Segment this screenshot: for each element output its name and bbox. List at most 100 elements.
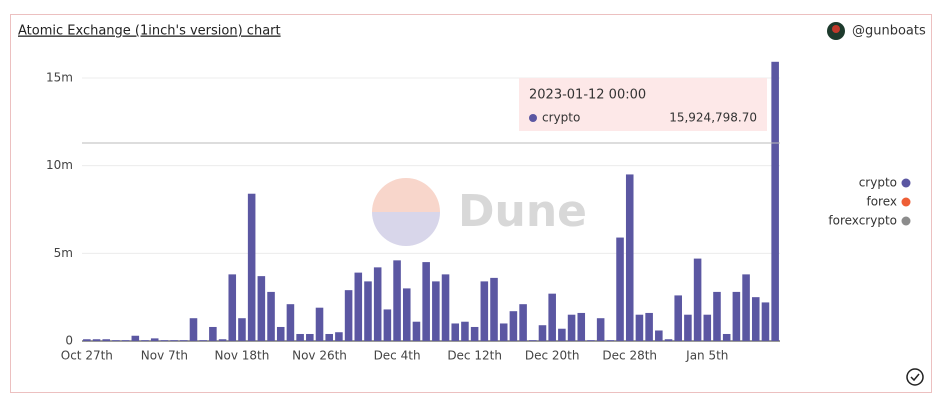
bar[interactable]: [199, 340, 207, 341]
bar[interactable]: [538, 325, 547, 341]
bar[interactable]: [703, 314, 712, 341]
bar[interactable]: [674, 295, 682, 341]
bar[interactable]: [383, 309, 392, 341]
bar[interactable]: [480, 281, 489, 341]
bar[interactable]: [141, 340, 149, 341]
bar[interactable]: [432, 281, 440, 341]
tooltip-series: crypto: [542, 111, 580, 125]
bar[interactable]: [306, 333, 314, 341]
legend-swatch[interactable]: [901, 216, 911, 226]
check-mark: [910, 373, 920, 382]
bar[interactable]: [112, 340, 120, 341]
legend-swatch[interactable]: [901, 197, 911, 207]
bar[interactable]: [732, 291, 741, 341]
bar[interactable]: [509, 311, 518, 341]
bar[interactable]: [209, 326, 217, 341]
logo-top: [372, 178, 440, 212]
bar[interactable]: [664, 339, 673, 341]
bar[interactable]: [402, 288, 411, 341]
bar[interactable]: [228, 274, 237, 341]
x-tick-label: Jan 5th: [685, 349, 728, 363]
legend-label[interactable]: forexcrypto: [828, 214, 897, 228]
bar[interactable]: [276, 326, 285, 341]
y-tick-label: 5m: [54, 246, 73, 260]
bar[interactable]: [393, 260, 401, 341]
bar[interactable]: [373, 267, 382, 341]
bar[interactable]: [344, 290, 353, 341]
bar[interactable]: [335, 332, 343, 341]
avatar-face: [832, 25, 840, 33]
tooltip-swatch: [529, 114, 537, 122]
bar[interactable]: [684, 314, 692, 341]
bar[interactable]: [354, 272, 363, 341]
x-tick-label: Nov 7th: [141, 349, 188, 363]
bar[interactable]: [529, 340, 537, 341]
bar[interactable]: [635, 314, 644, 341]
bar[interactable]: [267, 291, 275, 341]
check-icon[interactable]: [906, 368, 924, 386]
bar[interactable]: [451, 323, 460, 341]
bar[interactable]: [257, 276, 266, 341]
bar[interactable]: [286, 304, 295, 341]
bar[interactable]: [325, 333, 333, 341]
bar[interactable]: [247, 193, 256, 341]
bar[interactable]: [102, 339, 111, 341]
x-tick-label: Dec 20th: [525, 349, 580, 363]
bar[interactable]: [180, 340, 188, 341]
bar[interactable]: [461, 321, 469, 341]
bar[interactable]: [189, 318, 198, 341]
bar[interactable]: [771, 61, 779, 342]
bar[interactable]: [761, 302, 770, 341]
bar[interactable]: [742, 274, 750, 341]
legend-label[interactable]: crypto: [859, 176, 897, 190]
bar[interactable]: [548, 293, 556, 341]
bar[interactable]: [92, 339, 101, 341]
bar[interactable]: [567, 314, 576, 341]
x-tick-label: Nov 18th: [215, 349, 270, 363]
x-tick-label: Nov 26th: [292, 349, 347, 363]
bar[interactable]: [751, 297, 760, 341]
y-tick-label: 0: [65, 334, 73, 348]
bar[interactable]: [616, 237, 624, 341]
bar[interactable]: [587, 340, 595, 341]
bar[interactable]: [490, 277, 498, 341]
bar[interactable]: [655, 330, 663, 341]
legend-label[interactable]: forex: [866, 195, 897, 209]
bar[interactable]: [121, 340, 130, 341]
bar[interactable]: [693, 258, 702, 341]
bar[interactable]: [713, 291, 721, 341]
legend-swatch[interactable]: [901, 178, 911, 188]
bar[interactable]: [218, 339, 227, 341]
tooltip: [519, 78, 767, 131]
bar[interactable]: [470, 326, 479, 341]
bar[interactable]: [296, 333, 304, 341]
bar[interactable]: [625, 174, 634, 341]
bar[interactable]: [315, 307, 324, 341]
bar[interactable]: [645, 312, 653, 341]
bar[interactable]: [160, 340, 169, 341]
bar[interactable]: [150, 338, 159, 341]
tooltip-date: 2023-01-12 00:00: [529, 88, 646, 103]
tooltip-value: 15,924,798.70: [669, 111, 757, 125]
bar[interactable]: [422, 262, 430, 341]
bar[interactable]: [606, 340, 615, 341]
logo-bottom: [372, 212, 440, 246]
bar[interactable]: [170, 340, 178, 341]
bar[interactable]: [238, 318, 246, 341]
bar[interactable]: [519, 304, 527, 341]
bar[interactable]: [364, 281, 372, 341]
bar[interactable]: [131, 335, 140, 341]
x-tick-label: Dec 4th: [374, 349, 421, 363]
bar[interactable]: [441, 274, 450, 341]
bar[interactable]: [412, 321, 421, 341]
bar[interactable]: [577, 312, 586, 341]
bar[interactable]: [596, 318, 605, 341]
y-tick-label: 10m: [46, 158, 73, 172]
bar[interactable]: [722, 333, 731, 341]
bar[interactable]: [499, 323, 508, 341]
author[interactable]: @gunboats: [852, 24, 926, 39]
chart-title[interactable]: Atomic Exchange (1inch's version) chart: [18, 24, 281, 39]
bar[interactable]: [83, 339, 91, 341]
bar[interactable]: [558, 328, 566, 341]
